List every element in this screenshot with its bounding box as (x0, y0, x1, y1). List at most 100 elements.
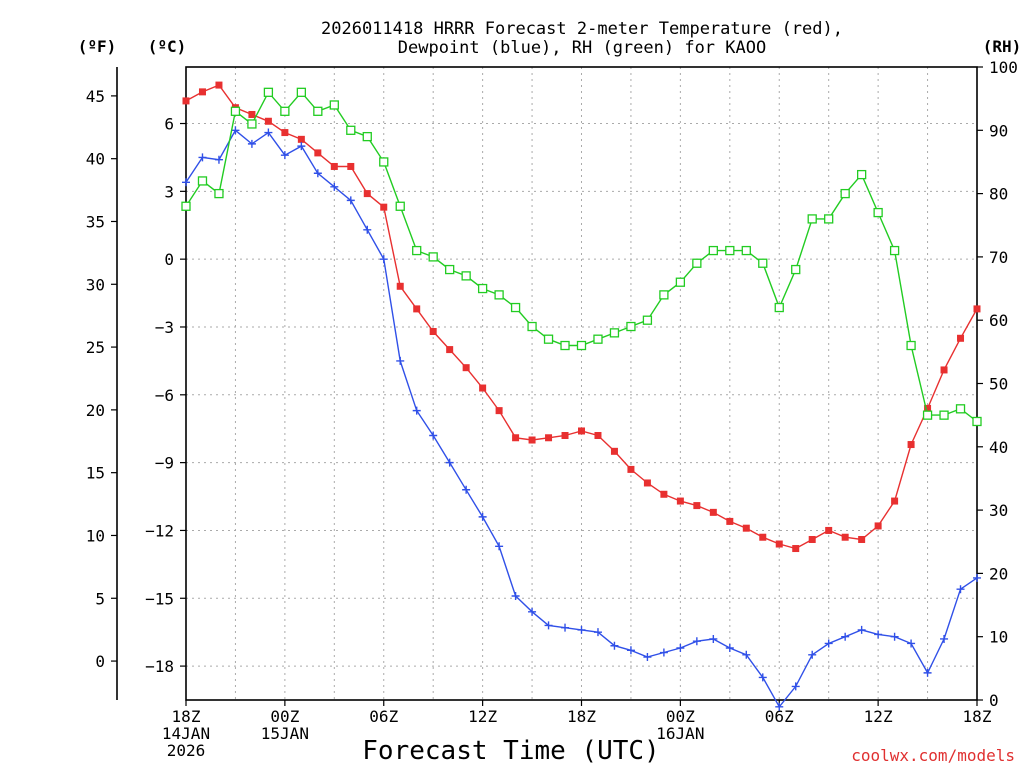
fahrenheit-tick-label: 0 (95, 652, 105, 671)
rh-point (741, 245, 751, 256)
dewpoint-point (940, 634, 949, 643)
x-tick-label: 18Z (172, 707, 201, 726)
rh-point (642, 315, 653, 325)
celsius-tick-label: −6 (155, 386, 174, 405)
rh-point (214, 188, 224, 199)
fahrenheit-tick-label: 10 (86, 526, 105, 545)
temperature-point (363, 190, 371, 198)
rh-point (510, 302, 521, 313)
dewpoint-point (511, 592, 520, 601)
temperature-point (891, 497, 899, 505)
rh-point (675, 277, 686, 287)
dewpoint-point (231, 126, 240, 135)
temperature-point (594, 431, 602, 439)
dewpoint-point (330, 182, 339, 191)
dewpoint-point (445, 458, 454, 467)
fahrenheit-tick-label: 30 (86, 275, 105, 294)
dewpoint-point (264, 128, 273, 137)
dewpoint-point (626, 646, 635, 655)
dewpoint-point (956, 585, 965, 594)
rh-point (362, 131, 372, 142)
dewpoint-point (808, 650, 817, 659)
dewpoint-point (676, 644, 685, 653)
temperature-point (775, 540, 783, 548)
dewpoint-series (182, 126, 981, 711)
rh-point (560, 340, 570, 351)
rh-tick-label: 90 (989, 121, 1008, 140)
dewpoint-point (725, 644, 734, 653)
dewpoint-point (363, 225, 372, 234)
x-axis-title: Forecast Time (UTC) (362, 736, 659, 766)
dewpoint-point (198, 153, 207, 162)
x-tick-label: 00Z (666, 707, 695, 726)
credit-link[interactable]: coolwx.com/models (851, 746, 1015, 765)
celsius-tick-label: −3 (155, 318, 174, 337)
temperature-point (495, 407, 503, 415)
dewpoint-point (478, 512, 487, 521)
rh-point (197, 176, 208, 186)
dewpoint-point (692, 637, 701, 646)
temperature-series (182, 81, 981, 553)
rh-point (379, 157, 389, 167)
temperature-point (578, 427, 585, 435)
rh-point (609, 328, 620, 338)
dewpoint-point (214, 155, 223, 164)
temperature-point (693, 502, 701, 510)
temperature-point (874, 522, 882, 530)
rh-point (346, 125, 356, 135)
x-tick-label: 12Z (468, 707, 497, 726)
temperature-point (215, 81, 223, 89)
temperature-point (429, 328, 437, 336)
dewpoint-point (857, 625, 866, 634)
temperature-point (610, 447, 618, 455)
temperature-point (660, 490, 668, 498)
rh-point (955, 404, 966, 414)
rh-point (527, 321, 537, 332)
temperature-point (396, 282, 404, 290)
rh-point (477, 283, 488, 294)
rh-point (181, 201, 191, 211)
temperature-point (561, 431, 569, 439)
rh-point (708, 245, 718, 256)
temperature-point (380, 203, 388, 211)
dewpoint-point (396, 356, 405, 365)
rh-point (906, 340, 916, 351)
rh-point (758, 258, 768, 268)
dewpoint-point (297, 142, 306, 151)
dewpoint-point (544, 621, 553, 630)
temperature-point (182, 97, 190, 105)
celsius-unit-label: (ºC) (148, 37, 187, 56)
rh-tick-label: 0 (989, 691, 999, 710)
dewpoint-point (182, 178, 190, 187)
rh-point (856, 169, 867, 180)
temperature-point (759, 533, 767, 541)
temperature-point (413, 305, 421, 313)
x-tick-label: 14JAN (162, 724, 210, 743)
dewpoint-point (758, 673, 767, 682)
temperature-point (462, 364, 470, 372)
rh-point (412, 245, 422, 256)
temperature-point (264, 117, 272, 125)
rh-point (329, 100, 339, 110)
x-tick-label: 18Z (567, 707, 596, 726)
temperature-line (185, 84, 978, 550)
dewpoint-point (659, 648, 668, 657)
dewpoint-point (643, 653, 652, 662)
dewpoint-point (742, 650, 751, 659)
rh-point (939, 410, 949, 420)
temperature-point (907, 441, 915, 449)
grid (186, 67, 977, 700)
chart-title: 2026011418 HRRR Forecast 2-meter Tempera… (321, 19, 843, 58)
rh-point (725, 245, 735, 256)
temperature-point (330, 162, 338, 170)
rh-point (576, 340, 587, 351)
celsius-tick-label: 3 (164, 182, 174, 201)
dewpoint-point (379, 255, 388, 264)
rh-point (593, 334, 603, 344)
x-tick-label: 16JAN (656, 724, 704, 743)
x-tick-label: 06Z (369, 707, 398, 726)
temperature-point (528, 436, 536, 444)
fahrenheit-tick-label: 15 (86, 464, 105, 483)
rh-point (263, 87, 274, 97)
series-layer (181, 81, 982, 711)
